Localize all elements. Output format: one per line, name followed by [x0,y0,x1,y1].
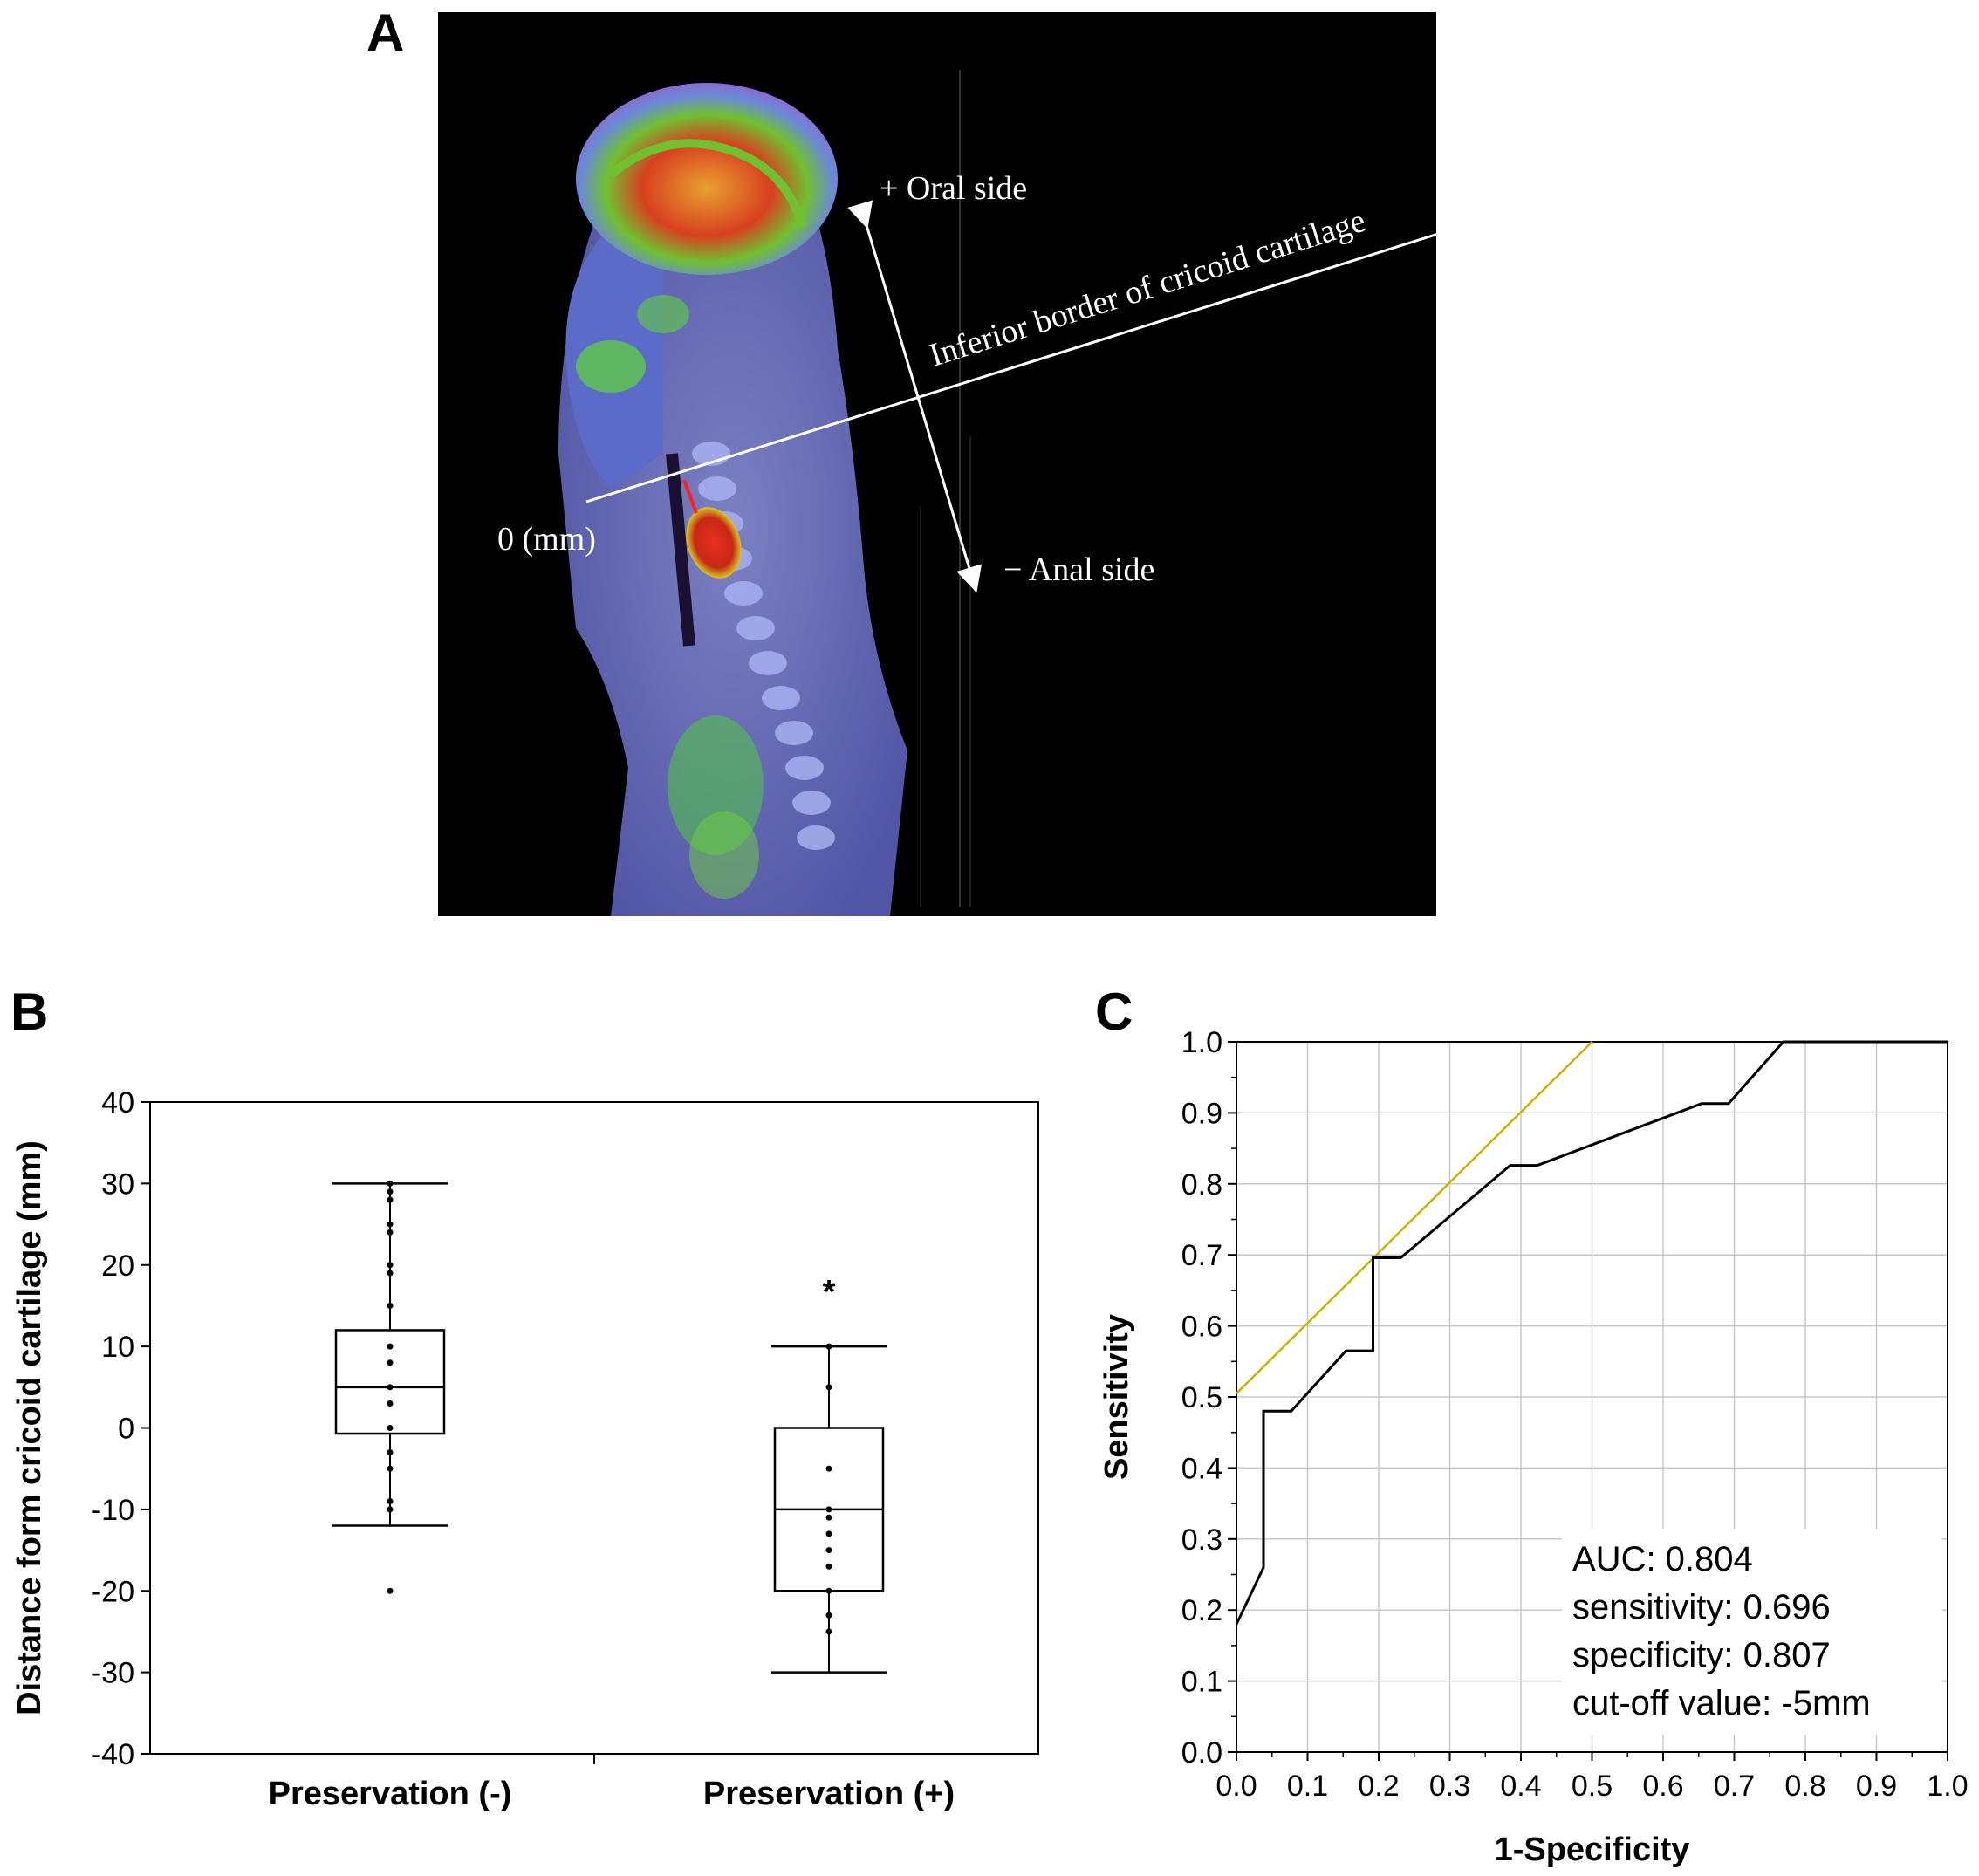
x-tick-label: 0.6 [1642,1770,1683,1803]
data-point [825,1563,832,1570]
roc-stat-line: sensitivity: 0.696 [1572,1588,1831,1626]
data-point [825,1612,832,1619]
data-point [825,1343,832,1350]
panel-a-label: A [366,3,404,62]
y-tick-label: 30 [101,1167,134,1201]
zero-mm-label: 0 (mm) [497,521,596,558]
roc-x-axis-title: 1-Specificity [1495,1831,1690,1868]
y-tick-label: 0 [118,1413,134,1446]
roc-curve-chart: 0.0 0.1 0.2 0.3 0.4 0.5 0.6 0.7 0.8 0.9 1.0 1.0 0.9… [1099,1026,1969,1868]
roc-tangent-line [1236,1041,1593,1394]
data-point [825,1506,832,1513]
oral-side-label: + Oral side [880,170,1027,207]
data-point [387,1180,394,1187]
x-tick-label: 0.2 [1358,1770,1399,1803]
panel-b-label: B [10,983,48,1041]
box-plot-y-axis-title: Distance form cricoid cartilage (mm) [11,1140,48,1715]
data-point [387,1506,394,1513]
data-point [387,1587,394,1594]
x-tick-label: 0.3 [1429,1770,1470,1803]
x-tick-label: 0.1 [1287,1770,1328,1803]
data-point [387,1262,394,1269]
y-tick-label: 0.6 [1181,1311,1222,1344]
data-point [387,1498,394,1505]
pet-ct-scan-image [438,12,1467,916]
y-tick-label: 0.3 [1181,1523,1222,1557]
category-label: Preservation (+) [703,1776,955,1812]
roc-y-axis-title: Sensitivity [1099,1314,1135,1480]
data-point [387,1302,394,1309]
x-tick-label: 0.5 [1572,1770,1613,1803]
roc-stat-line: specificity: 0.807 [1572,1636,1831,1674]
y-tick-label: 20 [101,1250,134,1283]
anal-side-label: − Anal side [1003,551,1154,588]
y-tick-label: 0.9 [1181,1097,1222,1130]
y-tick-label: 0.8 [1181,1168,1222,1202]
box-group: * [771,1274,887,1674]
y-tick-label: 0.4 [1181,1452,1222,1485]
significance-asterisk: * [823,1274,836,1311]
y-tick-label: 0.1 [1181,1666,1222,1699]
data-point [825,1514,832,1521]
y-tick-label: 1.0 [1181,1026,1222,1059]
data-point [387,1188,394,1195]
data-point [825,1547,832,1554]
y-tick-label: -30 [92,1657,134,1690]
data-point [825,1628,832,1635]
y-tick-label: -10 [92,1494,134,1527]
data-point [825,1530,832,1537]
panel-c-label: C [1095,983,1133,1041]
data-point [387,1196,394,1203]
box-plot-chart: 40 30 20 10 0 -10 -20 -30 -40 * Preservation (-)… [11,1086,1039,1812]
y-tick-label: 10 [101,1331,134,1364]
y-tick-label: -40 [92,1738,134,1771]
data-point [387,1425,394,1431]
x-tick-label: 1.0 [1927,1770,1968,1803]
x-tick-label: 0.7 [1714,1770,1755,1803]
y-tick-label: 0.5 [1181,1381,1222,1414]
y-tick-label: 0.7 [1181,1239,1222,1272]
x-tick-label: 0.8 [1784,1770,1825,1803]
y-tick-label: -20 [92,1575,134,1608]
data-point [387,1270,394,1277]
data-point [387,1359,394,1366]
box-group [332,1180,448,1594]
data-point [825,1587,832,1594]
data-point [387,1221,394,1228]
data-point [825,1384,832,1391]
data-point [387,1384,394,1391]
y-tick-label: 0.0 [1181,1736,1222,1770]
category-label: Preservation (-) [269,1776,512,1812]
stats-box [1562,1529,1942,1735]
roc-stat-line: AUC: 0.804 [1572,1540,1753,1578]
y-tick-label: 0.2 [1181,1594,1222,1627]
data-point [387,1400,394,1407]
x-tick-label: 0.0 [1215,1770,1257,1803]
box-plot-frame [149,1101,1039,1755]
y-tick-label: 40 [101,1086,134,1119]
data-point [825,1465,832,1472]
data-point [387,1449,394,1456]
roc-curve-line [1235,1040,1948,1626]
data-point [387,1343,394,1350]
data-point [387,1465,394,1472]
x-tick-label: 0.4 [1500,1770,1541,1803]
x-tick-label: 0.9 [1856,1770,1897,1803]
data-point [387,1229,394,1236]
roc-stat-line: cut-off value: -5mm [1572,1684,1871,1722]
